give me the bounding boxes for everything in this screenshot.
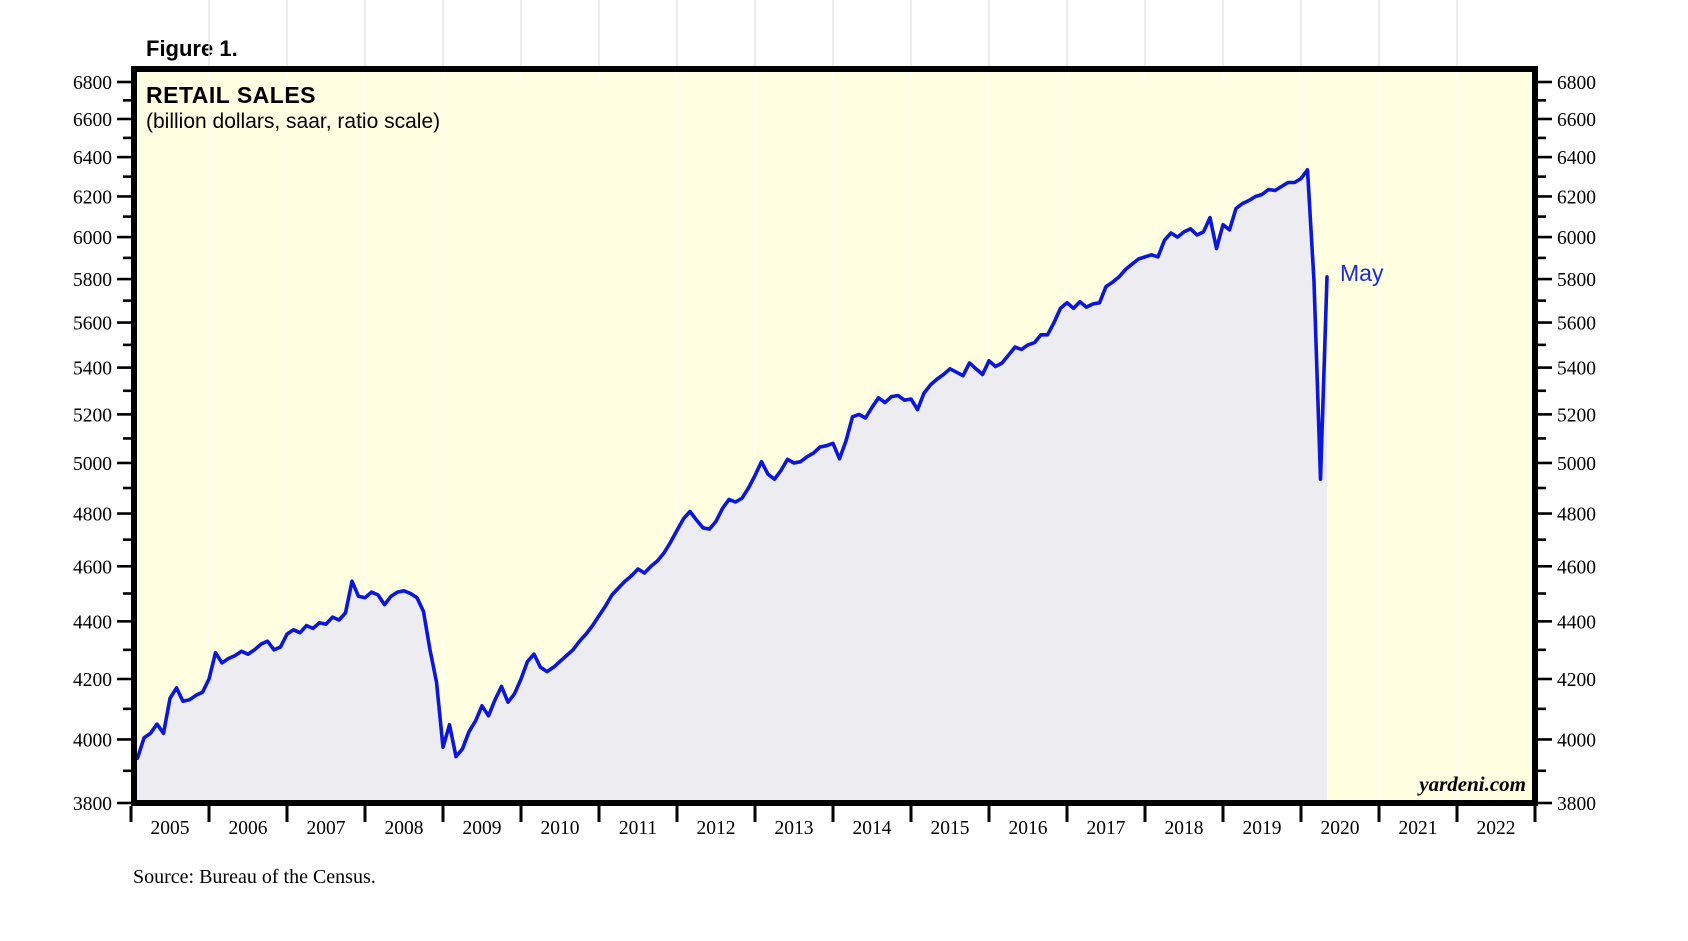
x-axis-tick-label: 2011	[619, 818, 657, 839]
figure-label: Figure 1.	[146, 36, 238, 61]
gridlines-above-chart	[208, 0, 1458, 66]
y-axis-tick-label: 5400	[73, 359, 112, 380]
x-axis-tick-label: 2014	[853, 818, 892, 839]
y-axis-tick-label: 4800	[73, 505, 112, 526]
x-axis-tick-label: 2022	[1477, 818, 1516, 839]
y-axis-tick-label: 4400	[1557, 612, 1596, 633]
x-axis-tick-label: 2018	[1165, 818, 1204, 839]
watermark: yardeni.com	[1419, 772, 1526, 796]
y-axis-tick-label: 5800	[1557, 270, 1596, 291]
y-axis-tick-label: 5800	[73, 270, 112, 291]
x-axis-tick-label: 2005	[151, 818, 190, 839]
x-axis-tick-label: 2009	[463, 818, 502, 839]
x-axis-tick-label: 2013	[775, 818, 814, 839]
y-axis-tick-label: 6200	[1557, 187, 1596, 208]
y-axis-tick-label: 4400	[73, 612, 112, 633]
y-axis-tick-label: 6400	[73, 148, 112, 169]
y-axis-left: 6800 6600 6400 6200 6000 5800 5600 5400 5200 5000…	[73, 73, 131, 815]
y-axis-tick-label: 3800	[1557, 794, 1596, 815]
last-point-label: May	[1340, 260, 1384, 286]
y-axis-tick-label: 6800	[1557, 73, 1596, 94]
y-axis-tick-label: 4000	[73, 730, 112, 751]
y-axis-tick-label: 6000	[1557, 228, 1596, 249]
y-axis-tick-label: 3800	[73, 794, 112, 815]
y-axis-tick-label: 4200	[73, 670, 112, 691]
y-axis-tick-label: 4200	[1557, 670, 1596, 691]
x-axis-tick-label: 2020	[1321, 818, 1360, 839]
y-axis-tick-label: 6600	[1557, 110, 1596, 131]
y-axis-tick-label: 5600	[73, 314, 112, 335]
y-axis-tick-label: 6000	[73, 228, 112, 249]
y-axis-tick-label: 5200	[1557, 405, 1596, 426]
y-axis-tick-label: 6600	[73, 110, 112, 131]
y-axis-right: 6800 6600 6400 6200 6000 5800 5600 5400 5200 5000…	[1538, 73, 1596, 815]
y-axis-tick-label: 6200	[73, 187, 112, 208]
y-axis-tick-label: 4800	[1557, 505, 1596, 526]
y-axis-tick-label: 4600	[73, 557, 112, 578]
y-axis-tick-label: 5400	[1557, 359, 1596, 380]
x-axis-tick-label: 2021	[1399, 818, 1438, 839]
y-axis-tick-label: 6800	[73, 73, 112, 94]
y-axis-tick-label: 6400	[1557, 148, 1596, 169]
y-axis-tick-label: 5000	[73, 454, 112, 475]
x-axis-tick-label: 2010	[541, 818, 580, 839]
x-axis-tick-label: 2008	[385, 818, 424, 839]
y-axis-tick-label: 4600	[1557, 557, 1596, 578]
chart-subtitle: (billion dollars, saar, ratio scale)	[146, 110, 441, 133]
y-axis-tick-label: 5200	[73, 405, 112, 426]
x-axis-tick-label: 2019	[1243, 818, 1282, 839]
x-axis-tick-label: 2017	[1087, 818, 1126, 839]
x-axis-tick-label: 2015	[931, 818, 970, 839]
y-axis-tick-label: 5000	[1557, 454, 1596, 475]
x-axis-tick-label: 2006	[229, 818, 268, 839]
plot-border	[131, 66, 1538, 806]
retail-sales-area-fill	[134, 169, 1327, 803]
chart-title: RETAIL SALES	[146, 82, 316, 108]
x-axis-tick-label: 2016	[1009, 818, 1048, 839]
source-note: Source: Bureau of the Census.	[133, 866, 376, 888]
y-axis-tick-label: 4000	[1557, 730, 1596, 751]
x-axis: 2005 2006 2007 2008 2009 2010 2011 2012 2013 2014…	[129, 806, 1537, 839]
retail-sales-line	[134, 168, 1329, 760]
y-axis-tick-label: 5600	[1557, 314, 1596, 335]
x-axis-tick-label: 2012	[697, 818, 736, 839]
x-axis-tick-label: 2007	[307, 818, 346, 839]
